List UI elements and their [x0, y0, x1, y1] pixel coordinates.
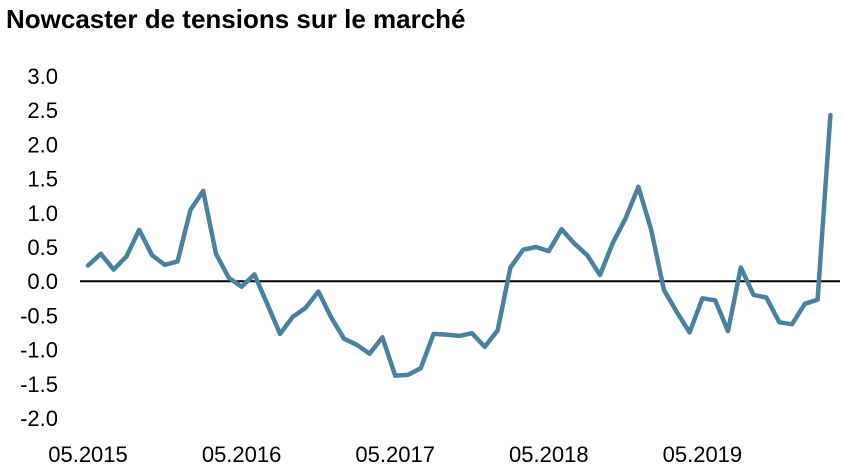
y-tick-label: 3.0: [27, 64, 58, 89]
y-tick-label: 1.0: [27, 201, 58, 226]
chart-title: Nowcaster de tensions sur le marché: [6, 4, 466, 34]
x-tick-label: 05.2018: [509, 442, 589, 467]
y-tick-label: 2.5: [27, 98, 58, 123]
y-tick-label: -2.0: [20, 406, 58, 431]
x-tick-label: 05.2016: [202, 442, 282, 467]
y-tick-label: 0.0: [27, 269, 58, 294]
x-axis-labels: 05.2015 05.2016 05.2017 05.2018 05.2019: [48, 442, 742, 467]
y-tick-label: 0.5: [27, 235, 58, 260]
x-tick-label: 05.2019: [663, 442, 743, 467]
y-tick-label: 1.5: [27, 167, 58, 192]
x-tick-label: 05.2015: [48, 442, 128, 467]
y-tick-label: -1.5: [20, 372, 58, 397]
y-tick-label: 2.0: [27, 132, 58, 157]
series-line: [85, 112, 833, 378]
x-tick-label: 05.2017: [355, 442, 435, 467]
y-tick-label: -1.0: [20, 338, 58, 363]
y-tick-label: -0.5: [20, 303, 58, 328]
y-axis-labels: 3.0 2.5 2.0 1.5 1.0 0.5 0.0 -0.5 -1.0 -1.5 -2.0: [20, 64, 58, 431]
